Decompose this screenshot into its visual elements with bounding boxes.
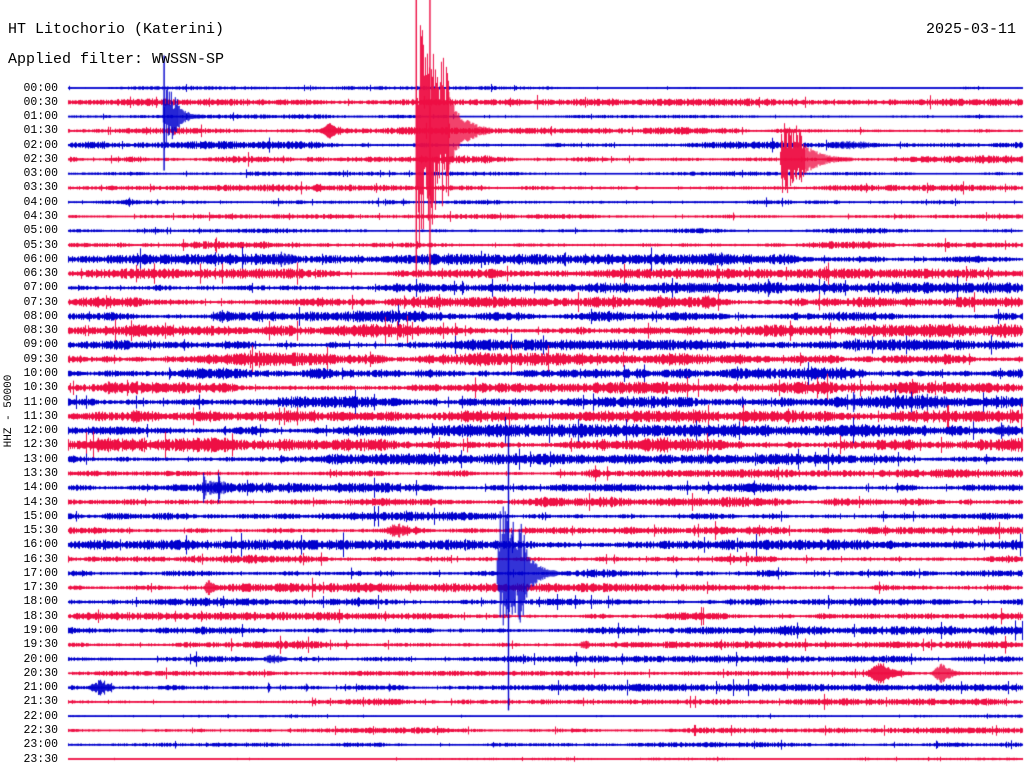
time-label: 22:30 (23, 723, 58, 737)
time-label: 04:00 (23, 195, 58, 209)
time-label: 17:00 (23, 566, 58, 580)
time-label: 06:30 (23, 267, 58, 281)
time-label: 05:30 (23, 238, 58, 252)
time-label: 19:30 (23, 638, 58, 652)
time-label: 09:00 (23, 338, 58, 352)
time-label: 18:30 (23, 609, 58, 623)
time-label: 10:00 (23, 367, 58, 381)
time-label: 07:30 (23, 295, 58, 309)
time-label: 20:30 (23, 666, 58, 680)
time-label: 09:30 (23, 352, 58, 366)
time-label: 11:00 (23, 395, 58, 409)
time-label: 20:00 (23, 652, 58, 666)
applied-filter-label: Applied filter: WWSSN-SP (8, 51, 225, 68)
time-label: 01:00 (23, 110, 58, 124)
time-label: 03:30 (23, 181, 58, 195)
time-label: 06:00 (23, 252, 58, 266)
time-label: 23:00 (23, 738, 58, 752)
time-label: 19:00 (23, 624, 58, 637)
time-label: 17:30 (23, 581, 58, 595)
time-label: 12:00 (23, 424, 58, 438)
time-label: 04:30 (23, 209, 58, 223)
time-label: 03:00 (23, 167, 58, 181)
time-label: 16:30 (23, 552, 58, 566)
time-label: 14:30 (23, 495, 58, 509)
time-label: 11:30 (23, 409, 58, 423)
time-label: 01:30 (23, 124, 58, 138)
time-label: 10:30 (23, 381, 58, 395)
time-label: 13:00 (23, 452, 58, 466)
time-label: 23:30 (23, 752, 58, 766)
time-label: 15:00 (23, 509, 58, 523)
time-label: 08:30 (23, 324, 58, 338)
time-label: 22:00 (23, 709, 58, 723)
date-label: 2025-03-11 (925, 21, 1016, 38)
time-label: 02:30 (23, 152, 58, 166)
time-label: 00:30 (23, 95, 58, 109)
time-label: 13:30 (23, 466, 58, 480)
station-title: HT Litochorio (Katerini) (8, 21, 225, 38)
time-label: 21:30 (23, 695, 58, 709)
time-label: 05:00 (23, 224, 58, 238)
time-label: 16:00 (23, 538, 58, 552)
time-label: 07:00 (23, 281, 58, 295)
time-label: 12:30 (23, 438, 58, 452)
time-label: 21:00 (23, 681, 58, 695)
time-label: 02:00 (23, 138, 58, 152)
time-label: 14:00 (23, 481, 58, 495)
time-label: 18:00 (23, 595, 58, 609)
time-label: 00:00 (23, 81, 58, 95)
time-label: 15:30 (23, 524, 58, 538)
time-label: 08:00 (23, 309, 58, 323)
